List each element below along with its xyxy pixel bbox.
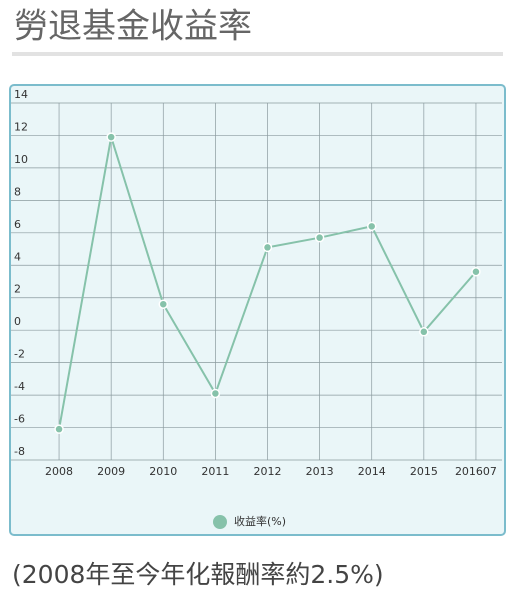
y-tick-label: 12 (14, 120, 28, 133)
y-tick-label: 6 (14, 218, 21, 231)
chart-box (9, 84, 506, 536)
point (366, 221, 377, 232)
legend-swatch (213, 515, 227, 529)
y-tick-label: -8 (14, 445, 25, 458)
y-tick-label: 0 (14, 315, 21, 328)
y-tick-label: 14 (14, 88, 28, 101)
page-title: 勞退基金收益率 (14, 7, 252, 47)
footnote: (2008年至今年化報酬率約2.5%) (12, 560, 384, 589)
point (419, 327, 429, 337)
point (210, 388, 221, 399)
point (54, 424, 64, 434)
x-tick-label: 2012 (254, 465, 282, 478)
x-tick-label: 2013 (306, 465, 334, 478)
x-tick-label: 2014 (358, 465, 386, 478)
x-tick-label: 2011 (201, 465, 229, 478)
point (262, 242, 273, 253)
point (106, 132, 116, 142)
y-tick-label: -4 (14, 380, 25, 393)
point (314, 232, 325, 243)
y-tick-label: 2 (14, 283, 21, 296)
y-tick-label: 10 (14, 153, 28, 166)
point (471, 267, 481, 277)
y-tick-label: -2 (14, 348, 25, 361)
y-tick-label: -6 (14, 413, 25, 426)
x-tick-label: 2015 (410, 465, 438, 478)
title-rule (12, 52, 503, 56)
x-tick-label: 2010 (149, 465, 177, 478)
point (158, 299, 169, 309)
x-tick-label: 201607 (455, 465, 497, 478)
y-tick-label: 4 (14, 250, 21, 263)
x-tick-label: 2009 (97, 465, 125, 478)
y-tick-label: 8 (14, 185, 21, 198)
x-tick-label: 2008 (45, 465, 73, 478)
legend-label: 收益率(%) (234, 514, 286, 528)
